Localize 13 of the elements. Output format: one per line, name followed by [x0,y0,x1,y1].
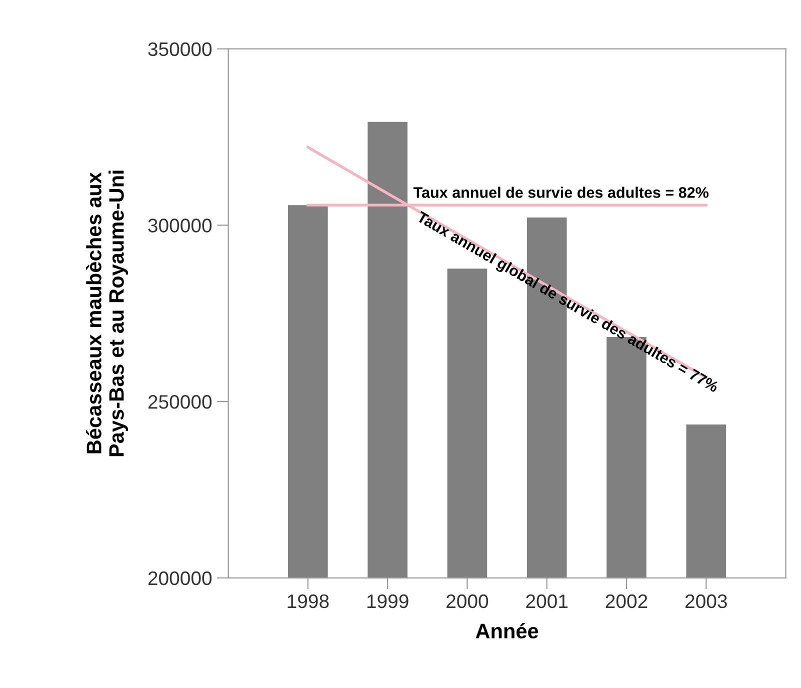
x-tick-label: 1999 [367,594,408,608]
x-axis-title: Année [476,622,538,638]
y-tick-label: 250000 [148,395,212,409]
x-tick-label: 2000 [446,594,488,608]
y-tick-label: 350000 [148,42,212,56]
x-tick-label: 1998 [288,594,329,608]
x-tick-label: 2003 [685,594,727,608]
y-tick-label: 200000 [148,571,212,586]
y-tick-label: 300000 [148,218,212,232]
x-tick-label: 2002 [606,594,648,608]
x-tick-label: 2001 [526,594,568,608]
y-axis-title: Bécasseaux maubèches aux Pays-Bas et au Royaume-Uni [86,170,128,456]
series-label: Taux annuel de survie des adultes = 82% [413,186,709,198]
